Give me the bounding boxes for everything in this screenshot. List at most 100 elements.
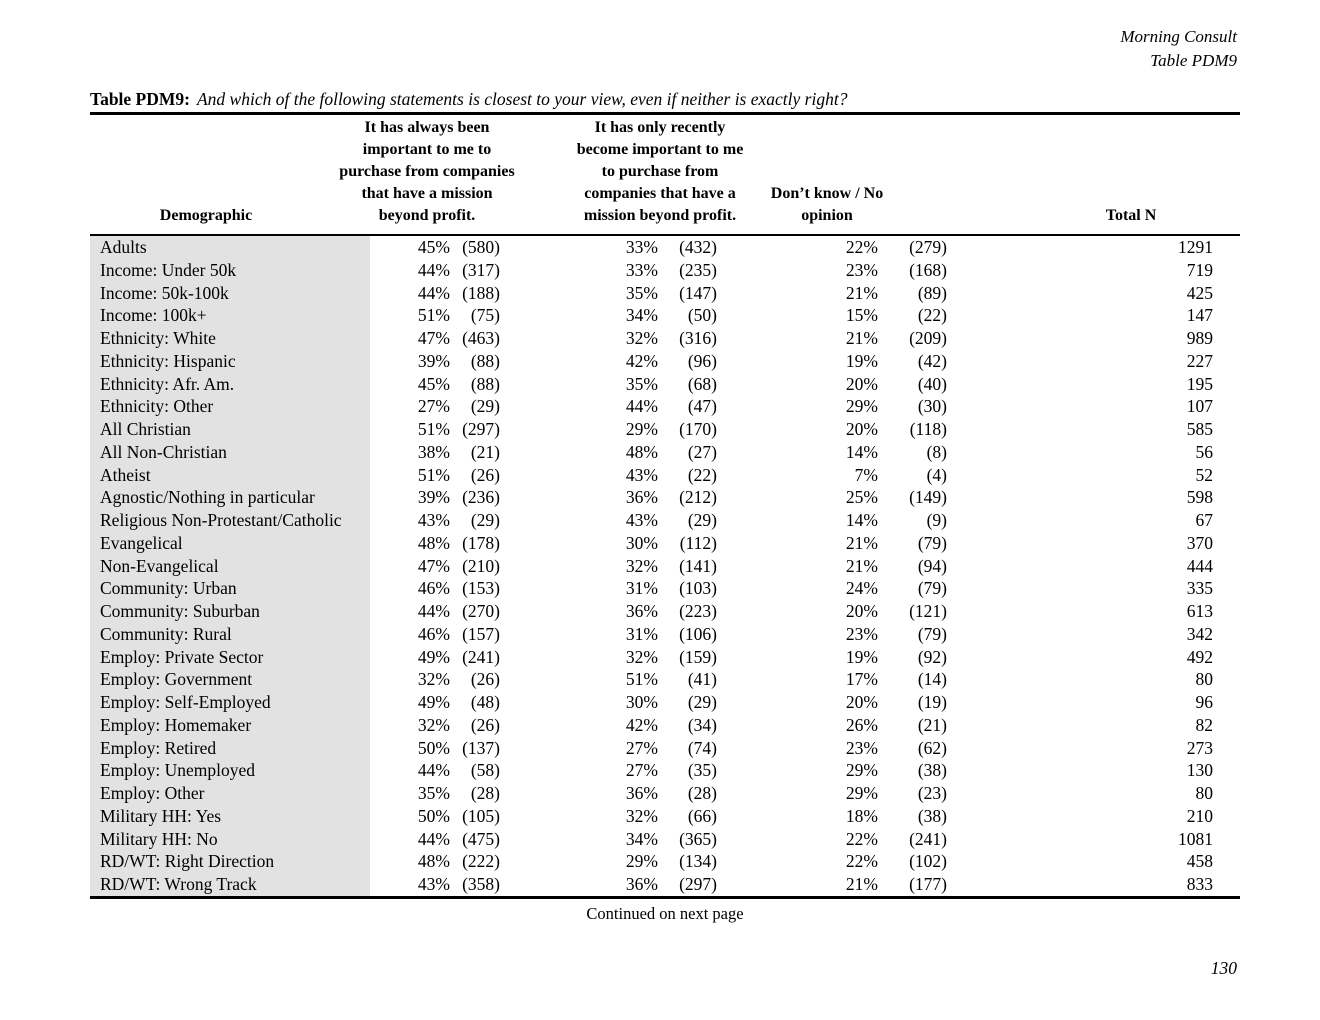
dontknow-n-cell: (30) (917, 396, 947, 417)
demographic-cell: Ethnicity: White (90, 327, 370, 350)
dontknow-n-cell: (40) (917, 373, 947, 394)
always-n-cell: (48) (470, 692, 500, 712)
recent-n-cell: (74) (687, 737, 717, 758)
demographic-cell: Ethnicity: Hispanic (90, 349, 370, 373)
always-pct-cell: 35% (417, 783, 450, 803)
recent-n-cell: (35) (687, 760, 717, 781)
always-pct-cell: 38% (417, 441, 450, 462)
demographic-cell: Evangelical (90, 531, 370, 555)
demographic-cell: Community: Rural (90, 622, 370, 646)
demographic-cell: RD/WT: Wrong Track (90, 873, 370, 898)
dontknow-n-cell: (118) (909, 419, 947, 439)
always-n-cell: (580) (462, 237, 500, 257)
table-row: Atheist 51% (26) 43% (22) 7% (4) 52 (90, 463, 1240, 487)
demographic-cell: Ethnicity: Afr. Am. (90, 372, 370, 396)
dontknow-pct-cell: 20% (845, 373, 878, 394)
table-row: Adults 45% (580) 33% (432) 22% (279) 1291 (90, 236, 1240, 259)
always-pct-cell: 51% (417, 305, 450, 326)
total-n-cell: 370 (1186, 532, 1213, 553)
demographic-cell: All Non-Christian (90, 440, 370, 464)
always-pct-cell: 45% (417, 237, 450, 257)
recent-n-cell: (22) (687, 464, 717, 485)
demographic-cell: Atheist (90, 463, 370, 487)
demographic-cell: All Christian (90, 418, 370, 441)
dontknow-n-cell: (79) (917, 532, 947, 553)
dontknow-pct-cell: 19% (845, 350, 878, 371)
demographic-cell: Employ: Self-Employed (90, 691, 370, 714)
total-n-cell: 210 (1186, 805, 1213, 826)
demographic-cell: Employ: Other (90, 782, 370, 805)
total-n-cell: 227 (1186, 350, 1213, 371)
table-row: Non-Evangelical 47% (210) 32% (141) 21% (94) 44… (90, 554, 1240, 578)
dontknow-pct-cell: 14% (845, 441, 878, 462)
recent-pct-cell: 51% (625, 669, 658, 690)
always-n-cell: (137) (462, 737, 500, 758)
always-pct-cell: 50% (417, 737, 450, 758)
recent-pct-cell: 29% (625, 851, 658, 872)
recent-n-cell: (223) (679, 601, 717, 621)
dontknow-pct-cell: 20% (845, 692, 878, 712)
dontknow-pct-cell: 22% (845, 828, 878, 849)
total-n-cell: 52 (1195, 464, 1214, 485)
dontknow-n-cell: (79) (917, 623, 947, 644)
dontknow-n-cell: (177) (909, 874, 947, 894)
always-n-cell: (28) (470, 783, 500, 803)
recent-n-cell: (28) (687, 783, 717, 803)
recent-n-cell: (432) (679, 237, 717, 257)
demographic-cell: Employ: Homemaker (90, 713, 370, 737)
demographic-cell: Income: 100k+ (90, 304, 370, 327)
demographic-cell: Employ: Unemployed (90, 759, 370, 782)
table-row: Community: Suburban 44% (270) 36% (223) 20% (1… (90, 600, 1240, 623)
recent-pct-cell: 30% (625, 532, 658, 553)
dontknow-n-cell: (19) (917, 692, 947, 712)
recent-n-cell: (106) (679, 623, 717, 644)
total-n-cell: 56 (1195, 441, 1214, 462)
recent-n-cell: (103) (679, 578, 717, 599)
recent-n-cell: (66) (687, 805, 717, 826)
column-header-demographic: Demographic (159, 207, 253, 224)
dontknow-pct-cell: 21% (845, 328, 878, 348)
dontknow-n-cell: (79) (917, 578, 947, 599)
recent-n-cell: (68) (687, 373, 717, 394)
always-n-cell: (29) (470, 510, 500, 530)
recent-pct-cell: 29% (625, 419, 658, 439)
always-pct-cell: 44% (417, 601, 450, 621)
table-row: Income: 100k+ 51% (75) 34% (50) 15% (22) 147 (90, 304, 1240, 327)
always-n-cell: (236) (462, 487, 500, 508)
total-n-cell: 147 (1186, 305, 1213, 326)
demographic-cell: Agnostic/Nothing in particular (90, 486, 370, 509)
table-row: Agnostic/Nothing in particular 39% (236) 36… (90, 486, 1240, 509)
dontknow-pct-cell: 29% (845, 760, 878, 781)
table-row: Employ: Unemployed 44% (58) 27% (35) 29% (38) 1… (90, 759, 1240, 782)
demographic-cell: Military HH: No (90, 827, 370, 851)
dontknow-pct-cell: 21% (845, 532, 878, 553)
dontknow-pct-cell: 21% (845, 555, 878, 576)
demographic-cell: Income: 50k-100k (90, 281, 370, 305)
demographic-cell: Adults (90, 236, 370, 259)
table-title-label: Table PDM9: (90, 89, 190, 109)
recent-n-cell: (235) (679, 259, 717, 280)
column-header-dont-know: Don’t know / No opinion (770, 185, 884, 224)
document-header: Morning Consult Table PDM9 (1120, 25, 1237, 73)
recent-pct-cell: 36% (625, 601, 658, 621)
recent-n-cell: (29) (687, 692, 717, 712)
always-n-cell: (222) (462, 851, 500, 872)
always-n-cell: (26) (470, 464, 500, 485)
recent-pct-cell: 27% (625, 737, 658, 758)
always-pct-cell: 48% (417, 851, 450, 872)
dontknow-n-cell: (38) (917, 805, 947, 826)
dontknow-pct-cell: 17% (845, 669, 878, 690)
dontknow-n-cell: (149) (909, 487, 947, 508)
continued-note: Continued on next page (586, 904, 744, 923)
total-n-cell: 719 (1186, 259, 1213, 280)
always-pct-cell: 32% (417, 669, 450, 690)
dontknow-n-cell: (8) (926, 441, 947, 462)
demographic-cell: Military HH: Yes (90, 804, 370, 828)
always-pct-cell: 39% (417, 350, 450, 371)
recent-pct-cell: 36% (625, 487, 658, 508)
always-pct-cell: 51% (417, 464, 450, 485)
dontknow-pct-cell: 20% (845, 601, 878, 621)
dontknow-pct-cell: 25% (845, 487, 878, 508)
dontknow-pct-cell: 22% (845, 237, 878, 257)
demographic-cell: Religious Non-Protestant/Catholic (90, 509, 370, 532)
